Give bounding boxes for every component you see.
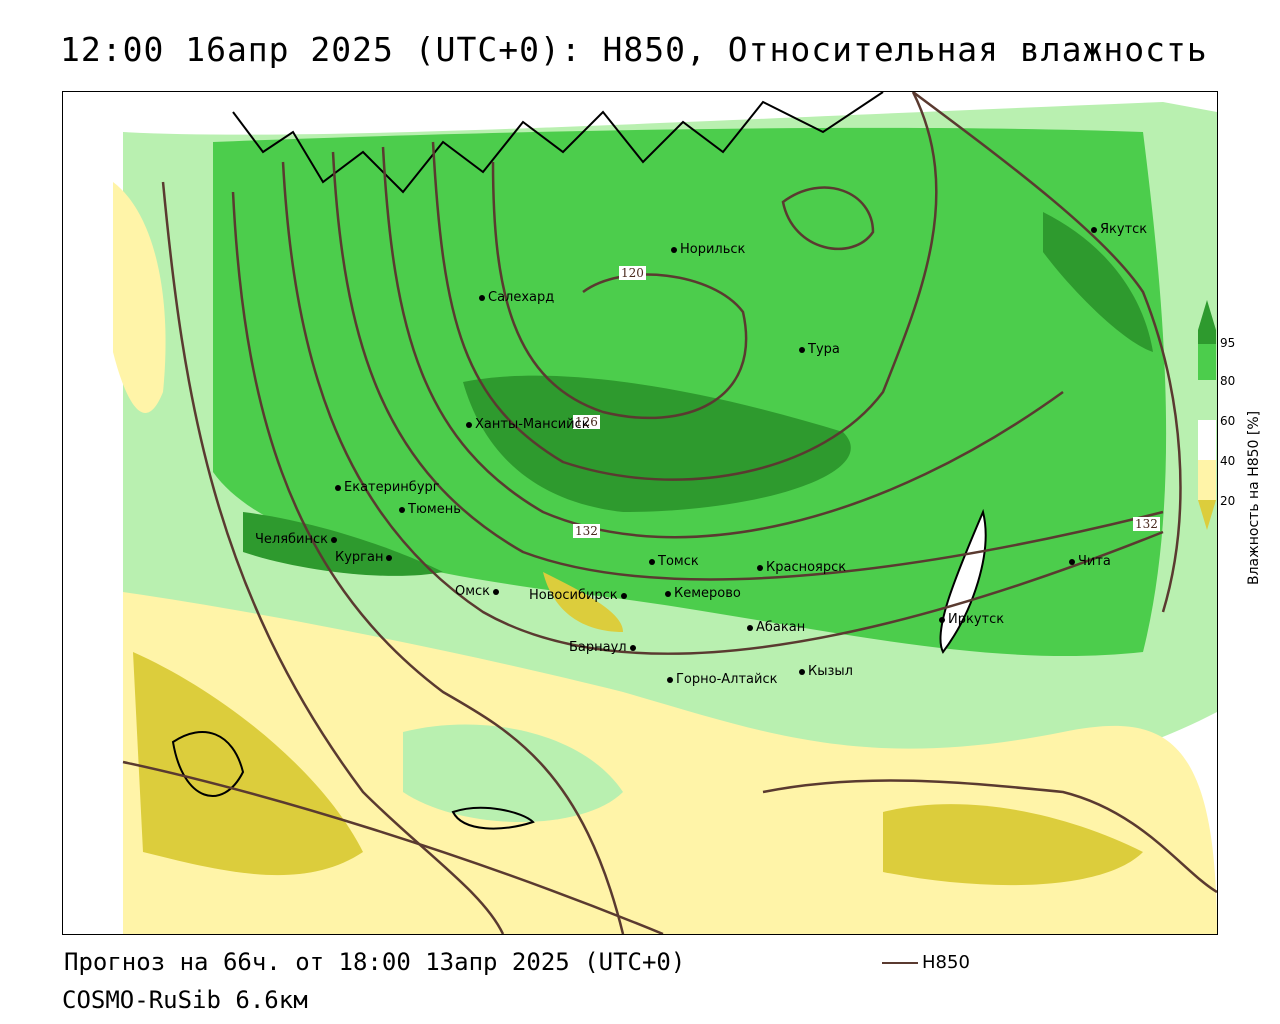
legend-tick: 80	[1220, 374, 1236, 388]
humidity-legend: 95 80 60 40 20	[1198, 300, 1278, 530]
city-label: Чита	[1069, 554, 1111, 569]
city-label: Якутск	[1091, 222, 1147, 237]
humidity-field	[63, 92, 1217, 934]
contour-label: 126	[573, 415, 600, 429]
legend-title: Влажность на H850 [%]	[1246, 410, 1262, 585]
city-label: Барнаул	[569, 640, 639, 655]
contour-line-swatch	[882, 962, 918, 964]
city-label: Абакан	[747, 620, 805, 635]
weather-map: 120 126 132 132 Норильск Якутск Салехард…	[62, 91, 1218, 935]
legend-tick: 60	[1220, 414, 1236, 428]
city-label: Норильск	[671, 242, 745, 257]
legend-tick: 40	[1220, 454, 1236, 468]
city-label: Екатеринбург	[335, 480, 440, 495]
contour-label: 132	[573, 524, 600, 538]
city-label: Челябинск	[255, 532, 340, 547]
forecast-info: Прогноз на 66ч. от 18:00 13апр 2025 (UTC…	[64, 948, 686, 976]
legend-tick: 20	[1220, 494, 1236, 508]
city-label: Тура	[799, 342, 840, 357]
map-title: 12:00 16апр 2025 (UTC+0): H850, Относите…	[60, 30, 1208, 69]
city-label: Ханты-Мансийск	[466, 417, 590, 432]
city-label: Иркутск	[939, 612, 1004, 627]
city-label: Горно-Алтайск	[667, 672, 777, 687]
h850-contours	[122, 92, 1217, 934]
contour-label: 120	[619, 266, 646, 280]
model-name: COSMO-RuSib 6.6км	[62, 986, 308, 1014]
city-label: Курган	[335, 550, 395, 565]
contour-label: 132	[1133, 517, 1160, 531]
city-label: Кызыл	[799, 664, 853, 679]
city-label: Красноярск	[757, 560, 846, 575]
legend-colorbar	[1198, 300, 1216, 530]
city-label: Салехард	[479, 290, 554, 305]
contour-legend: H850	[882, 952, 970, 973]
legend-tick: 95	[1220, 336, 1236, 350]
city-label: Омск	[455, 584, 502, 599]
city-label: Новосибирск	[529, 588, 630, 603]
city-label: Томск	[649, 554, 699, 569]
city-label: Кемерово	[665, 586, 741, 601]
city-label: Тюмень	[399, 502, 461, 517]
